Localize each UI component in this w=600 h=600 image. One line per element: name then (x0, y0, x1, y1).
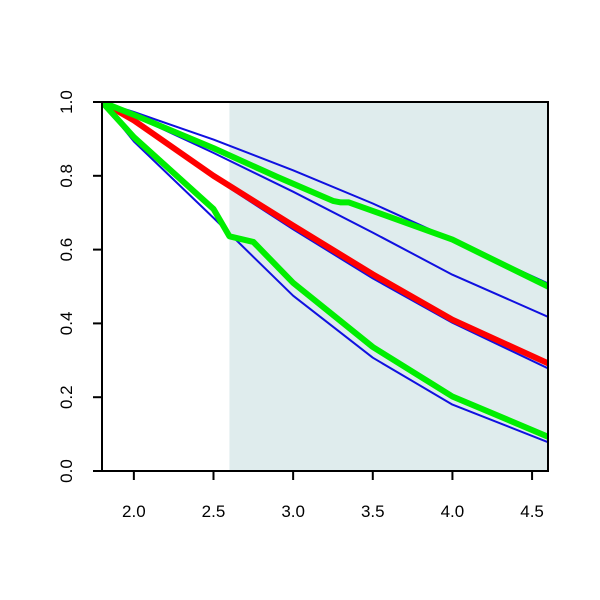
y-tick-label: 0.4 (57, 312, 76, 336)
series-line-green-lower (102, 102, 548, 440)
x-tick-label: 2.5 (202, 502, 226, 521)
x-tick-label: 3.5 (361, 502, 385, 521)
series-line-red-estimate (102, 102, 548, 367)
series-line-blue-lowest (102, 102, 548, 444)
x-tick-label: 4.5 (520, 502, 544, 521)
y-tick-label: 0.8 (57, 164, 76, 188)
plot-frame-layer (101, 101, 549, 472)
x-axis: 2.0 2.5 3.0 3.5 4.0 4.5 (122, 471, 544, 521)
x-tick-label: 3.0 (281, 502, 305, 521)
y-tick-label: 0.6 (57, 238, 76, 262)
series-line-green-upper (102, 102, 548, 290)
series-layer (102, 102, 548, 444)
y-axis: 0.0 0.2 0.4 0.6 0.8 1.0 (57, 90, 102, 483)
x-tick-label: 4.0 (441, 502, 465, 521)
y-tick-label: 0.0 (57, 459, 76, 483)
y-tick-label: 1.0 (57, 90, 76, 114)
x-tick-label: 2.0 (122, 502, 146, 521)
plot-frame (101, 101, 549, 472)
y-tick-label: 0.2 (57, 385, 76, 409)
